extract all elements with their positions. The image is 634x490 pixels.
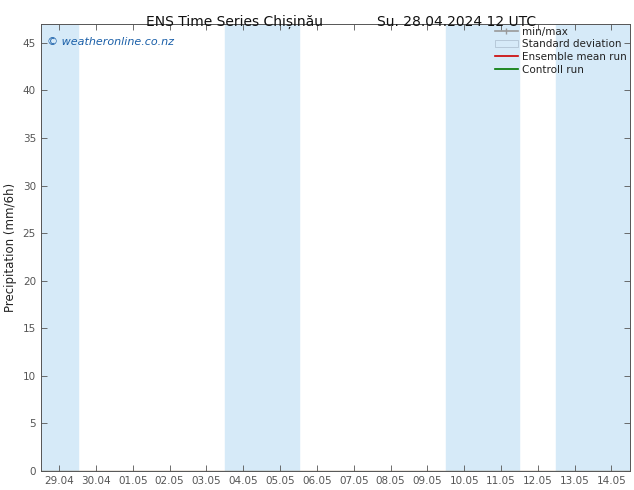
Bar	[446, 24, 519, 471]
Legend: min/max, Standard deviation, Ensemble mean run, Controll run: min/max, Standard deviation, Ensemble me…	[495, 27, 626, 74]
Y-axis label: Precipitation (mm/6h): Precipitation (mm/6h)	[4, 183, 17, 312]
Text: ENS Time Series Chișinău: ENS Time Series Chișinău	[146, 15, 323, 29]
Bar	[41, 24, 77, 471]
Text: Su. 28.04.2024 12 UTC: Su. 28.04.2024 12 UTC	[377, 15, 536, 29]
Bar	[225, 24, 299, 471]
Text: © weatheronline.co.nz: © weatheronline.co.nz	[47, 37, 174, 47]
Bar	[556, 24, 630, 471]
